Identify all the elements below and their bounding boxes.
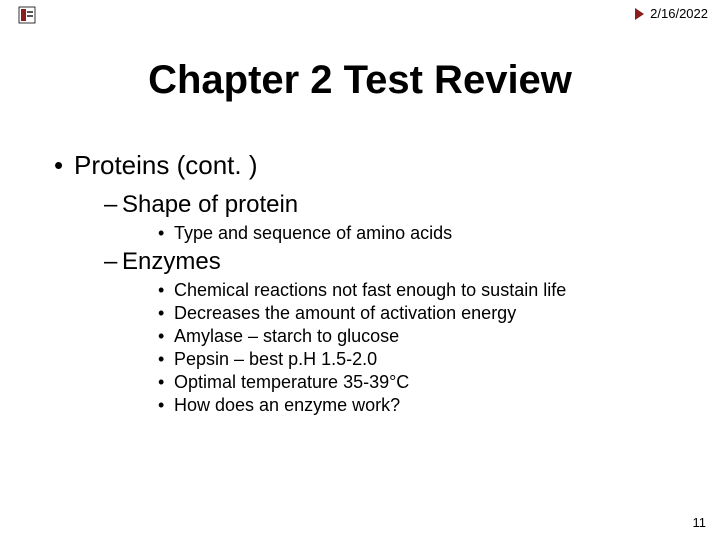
header-date: 2/16/2022 [650, 6, 708, 21]
bullet-text: Shape of protein [122, 191, 298, 218]
bullet-level3: •Optimal temperature 35-39°C [158, 372, 680, 393]
bullet-level3: •Amylase – starch to glucose [158, 326, 680, 347]
dot-icon: • [158, 303, 174, 324]
bullet-level3: •Chemical reactions not fast enough to s… [158, 280, 680, 301]
bullet-level3: •Decreases the amount of activation ener… [158, 303, 680, 324]
bullet-level2: –Enzymes [104, 248, 680, 276]
bullet-text: Optimal temperature 35-39°C [174, 372, 409, 392]
bullet-text: Chemical reactions not fast enough to su… [174, 280, 566, 300]
bullet-text: How does an enzyme work? [174, 395, 400, 415]
dot-icon: • [158, 223, 174, 244]
slide-header: 2/16/2022 [0, 6, 708, 26]
bullet-text: Type and sequence of amino acids [174, 223, 452, 243]
dash-icon: – [104, 248, 122, 276]
slide-page: 2/16/2022 Chapter 2 Test Review •Protein… [0, 0, 720, 540]
bullet-level2: –Shape of protein [104, 191, 680, 219]
bullet-level3: •Pepsin – best p.H 1.5-2.0 [158, 349, 680, 370]
header-date-wrap: 2/16/2022 [635, 6, 708, 21]
dot-icon: • [158, 349, 174, 370]
bullet-text: Amylase – starch to glucose [174, 326, 399, 346]
dot-icon: • [158, 372, 174, 393]
bullet-level3: •Type and sequence of amino acids [158, 223, 680, 244]
dot-icon: • [158, 280, 174, 301]
arrow-right-icon [635, 8, 644, 20]
bullet-text: Enzymes [122, 248, 221, 275]
bullet-level3: •How does an enzyme work? [158, 395, 680, 416]
dot-icon: • [158, 326, 174, 347]
slide-title: Chapter 2 Test Review [0, 58, 720, 103]
bullet-level1: •Proteins (cont. ) [54, 150, 680, 181]
bullet-icon: • [54, 150, 74, 181]
bullet-text: Pepsin – best p.H 1.5-2.0 [174, 349, 377, 369]
dot-icon: • [158, 395, 174, 416]
slide-content: •Proteins (cont. ) –Shape of protein •Ty… [54, 150, 680, 418]
bullet-text: Proteins (cont. ) [74, 150, 258, 180]
dash-icon: – [104, 191, 122, 219]
bullet-text: Decreases the amount of activation energ… [174, 303, 516, 323]
page-number: 11 [693, 515, 707, 530]
slide-icon [18, 6, 36, 24]
